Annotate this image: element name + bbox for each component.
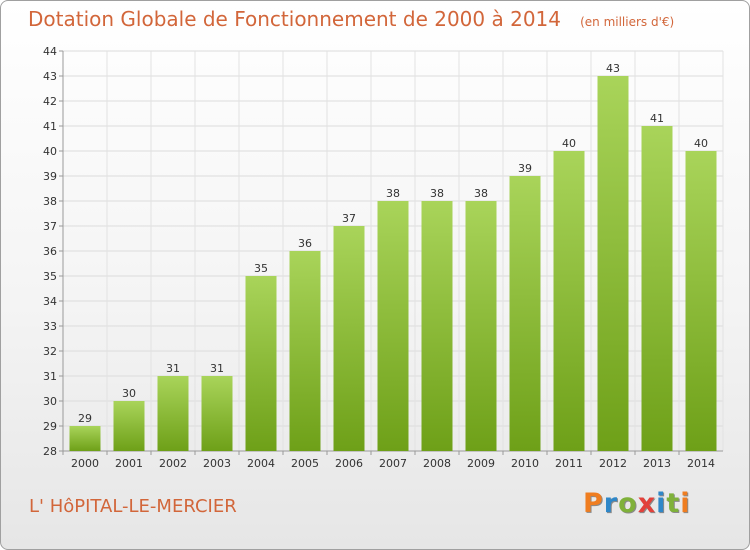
logo-letter: x bbox=[637, 488, 657, 519]
y-tick-label: 37 bbox=[43, 220, 57, 233]
data-label-2014: 40 bbox=[694, 137, 708, 150]
x-tick-label-2002: 2002 bbox=[159, 457, 187, 470]
data-label-2002: 31 bbox=[166, 362, 180, 375]
y-tick-label: 28 bbox=[43, 445, 57, 458]
data-label-2010: 39 bbox=[518, 162, 532, 175]
data-label-2004: 35 bbox=[254, 262, 268, 275]
data-labels: 29 30 31 31 35 36 37 38 38 38 39 40 43 41 40 bbox=[78, 62, 708, 425]
bar-2007 bbox=[377, 201, 409, 451]
data-label-2001: 30 bbox=[122, 387, 136, 400]
y-tick-label: 31 bbox=[43, 370, 57, 383]
chart-title: Dotation Globale de Fonctionnement de 20… bbox=[28, 7, 561, 31]
data-label-2008: 38 bbox=[430, 187, 444, 200]
x-tick-label-2003: 2003 bbox=[203, 457, 231, 470]
bar-2011 bbox=[553, 151, 585, 451]
data-label-2013: 41 bbox=[650, 112, 664, 125]
logo-letter: P bbox=[583, 488, 604, 519]
data-label-2000: 29 bbox=[78, 412, 92, 425]
bar-2003 bbox=[201, 376, 233, 451]
x-tick-label-2000: 2000 bbox=[71, 457, 99, 470]
x-tick-label-2008: 2008 bbox=[423, 457, 451, 470]
y-tick-label: 35 bbox=[43, 270, 57, 283]
bar-2001 bbox=[113, 401, 145, 451]
data-label-2005: 36 bbox=[298, 237, 312, 250]
data-label-2012: 43 bbox=[606, 62, 620, 75]
x-tick-label-2005: 2005 bbox=[291, 457, 319, 470]
x-tick-label-2011: 2011 bbox=[555, 457, 583, 470]
y-tick-label: 40 bbox=[43, 145, 57, 158]
y-tick-label: 39 bbox=[43, 170, 57, 183]
bars bbox=[69, 76, 717, 451]
commune-name: L' HôPITAL-LE-MERCIER bbox=[29, 496, 237, 517]
y-tick-label: 30 bbox=[43, 395, 57, 408]
bar-2005 bbox=[289, 251, 321, 451]
chart-unit: (en milliers d'€) bbox=[580, 15, 675, 29]
y-tick-label: 29 bbox=[43, 420, 57, 433]
bar-2006 bbox=[333, 226, 365, 451]
y-tick-label: 44 bbox=[43, 45, 57, 58]
y-tick-label: 38 bbox=[43, 195, 57, 208]
y-tick-label: 32 bbox=[43, 345, 57, 358]
bar-2010 bbox=[509, 176, 541, 451]
proxiti-logo: Proxiti bbox=[583, 488, 691, 519]
y-tick-label: 34 bbox=[43, 295, 57, 308]
y-tick-label: 36 bbox=[43, 245, 57, 258]
data-label-2006: 37 bbox=[342, 212, 356, 225]
bar-2013 bbox=[641, 126, 673, 451]
data-label-2007: 38 bbox=[386, 187, 400, 200]
x-tick-label-2012: 2012 bbox=[599, 457, 627, 470]
y-tick-label: 33 bbox=[43, 320, 57, 333]
logo-letter: i bbox=[680, 488, 691, 519]
bar-2012 bbox=[597, 76, 629, 451]
x-tick-label-2009: 2009 bbox=[467, 457, 495, 470]
x-tick-label-2001: 2001 bbox=[115, 457, 143, 470]
x-tick-label-2006: 2006 bbox=[335, 457, 363, 470]
logo-letter: r bbox=[603, 488, 619, 519]
x-tick-label-2007: 2007 bbox=[379, 457, 407, 470]
y-tick-label: 42 bbox=[43, 95, 57, 108]
bar-2014 bbox=[685, 151, 717, 451]
title-line: Dotation Globale de Fonctionnement de 20… bbox=[28, 7, 674, 31]
bar-2004 bbox=[245, 276, 277, 451]
logo-letter: o bbox=[618, 488, 638, 519]
logo-letter: i bbox=[656, 488, 667, 519]
x-tick-label-2004: 2004 bbox=[247, 457, 275, 470]
y-tick-label: 43 bbox=[43, 70, 57, 83]
x-tick-label-2014: 2014 bbox=[687, 457, 715, 470]
data-label-2011: 40 bbox=[562, 137, 576, 150]
bar-2000 bbox=[69, 426, 101, 451]
y-tick-label: 41 bbox=[43, 120, 57, 133]
bar-2009 bbox=[465, 201, 497, 451]
data-label-2003: 31 bbox=[210, 362, 224, 375]
data-label-2009: 38 bbox=[474, 187, 488, 200]
x-tick-label-2010: 2010 bbox=[511, 457, 539, 470]
logo-letter: t bbox=[666, 488, 681, 519]
bar-2008 bbox=[421, 201, 453, 451]
bar-2002 bbox=[157, 376, 189, 451]
x-tick-label-2013: 2013 bbox=[643, 457, 671, 470]
